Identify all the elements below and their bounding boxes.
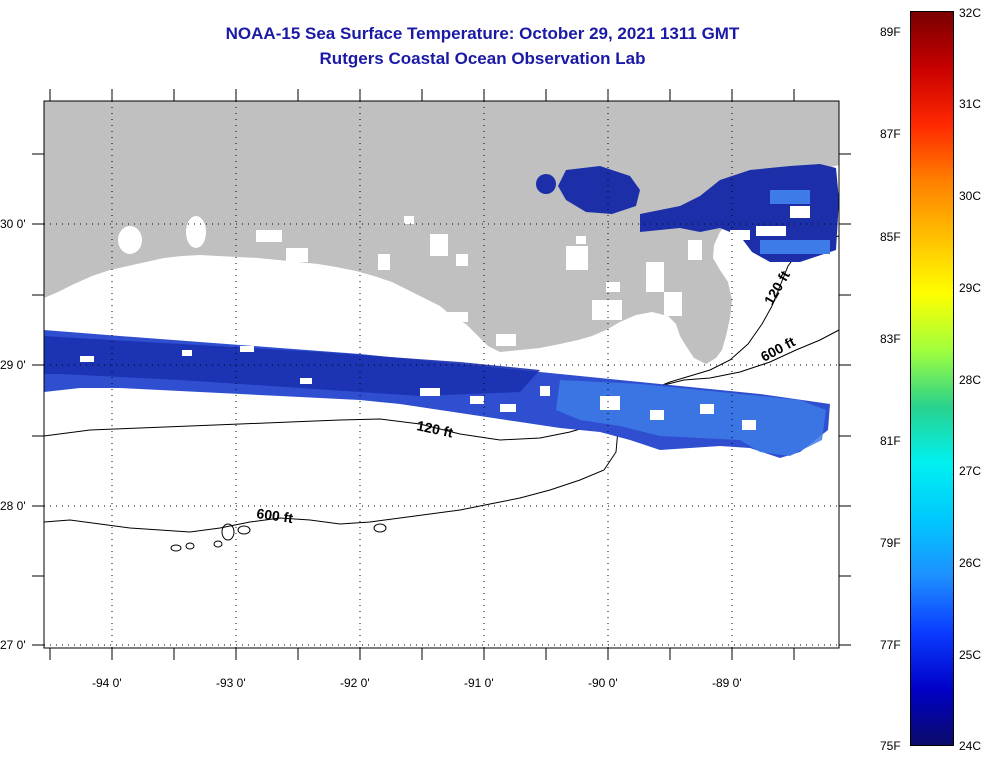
lat-label-29: 29 0': [0, 358, 26, 372]
colorbar-f-89: 89F: [880, 25, 901, 39]
sst-inland-warm: [760, 190, 830, 254]
colorbar-c-30: 30C: [959, 189, 982, 203]
contour-600ft: [44, 329, 839, 533]
colorbar-f-75: 75F: [880, 739, 901, 753]
colorbar-c-31: 31C: [959, 97, 982, 111]
sst-colorbar: [910, 11, 954, 746]
colorbar-c-27: 27C: [959, 464, 982, 478]
lon-label-89: -89 0': [712, 676, 742, 690]
lon-label-91: -91 0': [464, 676, 494, 690]
lat-label-28: 28 0': [0, 499, 26, 513]
contour-label-120ft-west: 120 ft: [415, 417, 454, 440]
contour-islands: [170, 523, 387, 552]
colorbar-f-81: 81F: [880, 434, 901, 448]
colorbar-c-24: 24C: [959, 739, 982, 753]
sst-inland-gaps: [730, 206, 810, 240]
colorbar-f-85: 85F: [880, 230, 901, 244]
contour-label-600ft-west: 600 ft: [256, 505, 295, 526]
colorbar-c-28: 28C: [959, 373, 982, 387]
sst-map: 120 ft 600 ft 120 ft 600 ft: [32, 89, 851, 660]
sst-swath-warm: [556, 380, 826, 456]
land-mass: [44, 101, 839, 364]
sst-inland: [536, 164, 839, 262]
lon-label-94: -94 0': [92, 676, 122, 690]
map-ticks: [32, 89, 851, 660]
lat-label-30: 30 0': [0, 217, 26, 231]
sst-swath-cool: [44, 336, 540, 396]
colorbar-c-26: 26C: [959, 556, 982, 570]
lat-lon-grid: [44, 101, 839, 648]
lon-label-90: -90 0': [588, 676, 618, 690]
colorbar-c-32: 32C: [959, 6, 982, 20]
lat-label-27: 27 0': [0, 638, 26, 652]
colorbar-c-25: 25C: [959, 648, 982, 662]
sst-swath-gaps: [80, 346, 756, 430]
colorbar-f-79: 79F: [880, 536, 901, 550]
colorbar-f-87: 87F: [880, 127, 901, 141]
colorbar-f-83: 83F: [880, 332, 901, 346]
title-line-2: Rutgers Coastal Ocean Observation Lab: [319, 49, 646, 68]
colorbar-c-29: 29C: [959, 281, 982, 295]
title-line-1: NOAA-15 Sea Surface Temperature: October…: [225, 24, 740, 43]
colorbar-f-77: 77F: [880, 638, 901, 652]
lon-label-93: -93 0': [216, 676, 246, 690]
lon-label-92: -92 0': [340, 676, 370, 690]
map-border: [43, 100, 840, 649]
